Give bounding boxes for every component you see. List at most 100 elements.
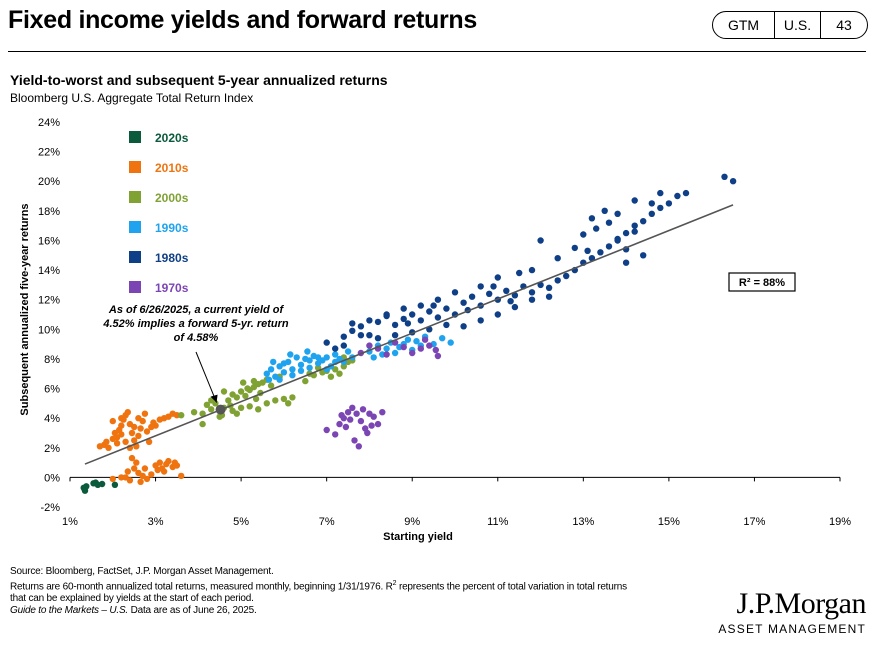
data-point-2000s [240,379,246,385]
data-point-1980s [460,300,466,306]
legend-swatch-1980s [129,251,141,263]
data-point-1970s [336,421,342,427]
data-point-1980s [358,332,364,338]
data-point-2010s [118,474,124,480]
data-point-1990s [289,372,295,378]
data-point-1970s [360,406,366,412]
data-point-2010s [118,415,124,421]
data-point-1980s [495,274,501,280]
data-point-1990s [392,350,398,356]
data-point-1980s [555,255,561,261]
data-point-1980s [546,294,552,300]
data-point-2000s [234,394,240,400]
data-point-2010s [135,433,141,439]
data-point-2010s [142,465,148,471]
data-point-1990s [281,369,287,375]
legend-label-2000s: 2000s [155,191,189,205]
data-point-1980s [529,267,535,273]
data-point-1980s [730,178,736,184]
data-point-1980s [341,342,347,348]
data-point-1980s [721,174,727,180]
data-point-1980s [640,218,646,224]
data-point-2020s [112,482,118,488]
data-point-1980s [383,311,389,317]
data-point-1980s [478,317,484,323]
data-point-2010s [131,424,137,430]
logo-subtitle: ASSET MANAGEMENT [718,622,866,636]
data-point-1980s [563,273,569,279]
data-point-1980s [572,245,578,251]
data-point-1980s [529,297,535,303]
data-point-1980s [366,317,372,323]
data-point-1990s [315,354,321,360]
data-point-2010s [103,439,109,445]
data-point-1980s [593,225,599,231]
data-point-1980s [435,297,441,303]
data-point-2000s [251,378,257,384]
data-point-1980s [555,277,561,283]
data-point-1980s [435,314,441,320]
data-point-1990s [371,354,377,360]
x-tick-label: 15% [658,516,680,528]
data-point-1970s [351,437,357,443]
data-point-1970s [356,443,362,449]
y-tick-label: 22% [38,147,60,159]
data-point-2010s [110,418,116,424]
data-point-1970s [349,405,355,411]
data-point-2010s [110,476,116,482]
legend-label-2020s: 2020s [155,131,189,145]
data-point-1980s [606,243,612,249]
data-point-1980s [602,208,608,214]
data-point-1980s [589,215,595,221]
data-point-1980s [584,248,590,254]
data-point-1980s [503,288,509,294]
x-tick-label: 17% [743,516,765,528]
data-point-1980s [392,332,398,338]
data-point-2000s [289,394,295,400]
annotation-arrow [196,352,217,403]
data-point-2000s [268,382,274,388]
data-point-1980s [614,236,620,242]
legend-swatch-1970s [129,281,141,293]
data-point-2010s [125,468,131,474]
data-point-2010s [148,471,154,477]
y-tick-label: 8% [44,354,60,366]
data-point-1980s [341,334,347,340]
data-point-1980s [349,320,355,326]
data-point-2000s [244,385,250,391]
x-tick-label: 3% [148,516,164,528]
data-point-2000s [272,397,278,403]
data-point-1980s [375,319,381,325]
data-point-2020s [99,481,105,487]
data-point-1970s [418,345,424,351]
data-point-1980s [623,260,629,266]
footnote-guide: Guide to the Markets – U.S. Data are as … [10,605,627,617]
data-point-2020s [93,479,99,485]
annotation-line: 4.52% implies a forward 5-yr. return [102,318,289,330]
data-point-1980s [332,345,338,351]
data-point-1990s [294,354,300,360]
data-point-1970s [347,416,353,422]
data-point-1970s [433,347,439,353]
data-point-1990s [448,339,454,345]
data-point-2000s [191,409,197,415]
data-point-1990s [324,354,330,360]
y-tick-label: 2% [44,443,60,455]
data-point-2010s [105,445,111,451]
y-tick-label: 6% [44,384,60,396]
y-axis-title: Subsequent annualized five-year returns [19,203,31,415]
data-point-1980s [537,237,543,243]
data-point-1980s [516,270,522,276]
y-tick-label: -2% [40,502,60,514]
data-point-2010s [163,461,169,467]
data-point-2000s [264,400,270,406]
data-point-1990s [439,335,445,341]
legend-label-1970s: 1970s [155,281,189,295]
data-point-2000s [221,388,227,394]
x-tick-label: 5% [233,516,249,528]
data-point-1970s [364,430,370,436]
data-point-1980s [529,289,535,295]
data-point-1980s [486,291,492,297]
data-point-1980s [657,205,663,211]
y-tick-label: 0% [44,472,60,484]
